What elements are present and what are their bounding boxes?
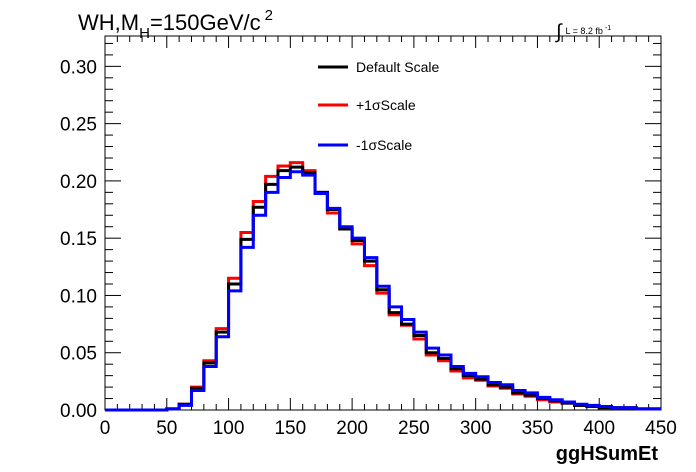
axes: 0 50 100 150 200 250 300 350 400 450 0.00 0.05 0.10 0… — [60, 36, 677, 439]
series-layer — [105, 161, 661, 412]
y-tick-label: 0.05 — [60, 344, 97, 365]
x-tick-label: 50 — [156, 418, 177, 439]
x-tick-label: 350 — [522, 418, 554, 439]
x-tick-label: 400 — [583, 418, 615, 439]
x-tick-label: 150 — [274, 418, 306, 439]
y-tick-label: 0.15 — [60, 229, 97, 250]
y-tick-label: 0.25 — [60, 115, 97, 136]
legend-label: +1σScale — [356, 97, 416, 113]
x-axis-label: ggHSumEt — [556, 443, 659, 465]
lumi-superscript: -1 — [605, 25, 611, 32]
legend: Default Scale +1σScale -1σScale — [318, 59, 439, 153]
lumi-label: ∫ L = 8.2 fb -1 — [555, 21, 611, 43]
x-tick-label: 0 — [100, 418, 111, 439]
x-tick-label: 300 — [460, 418, 492, 439]
y-tick-label: 0.20 — [60, 172, 97, 193]
legend-label: Default Scale — [356, 59, 439, 75]
y-tick-label: 0.30 — [60, 57, 97, 78]
title-main: WH,M — [78, 10, 139, 35]
title-rest: =150GeV/c — [150, 10, 261, 35]
title-superscript: 2 — [265, 7, 273, 24]
x-tick-label: 100 — [213, 418, 245, 439]
title-subscript: H — [139, 25, 150, 42]
x-tick-label: 200 — [336, 418, 368, 439]
chart-title: WH,MH=150GeV/c 2 — [78, 7, 273, 42]
lumi-text: L = 8.2 fb — [565, 26, 602, 36]
x-tick-label: 450 — [645, 418, 677, 439]
y-tick-label: 0.10 — [60, 286, 97, 307]
plot-frame — [104, 35, 662, 411]
series-line-3 — [105, 170, 661, 412]
x-tick-label: 250 — [398, 418, 430, 439]
legend-label: -1σScale — [356, 137, 412, 153]
lumi-integral: ∫ — [555, 21, 563, 43]
y-tick-label: 0.00 — [60, 401, 97, 422]
